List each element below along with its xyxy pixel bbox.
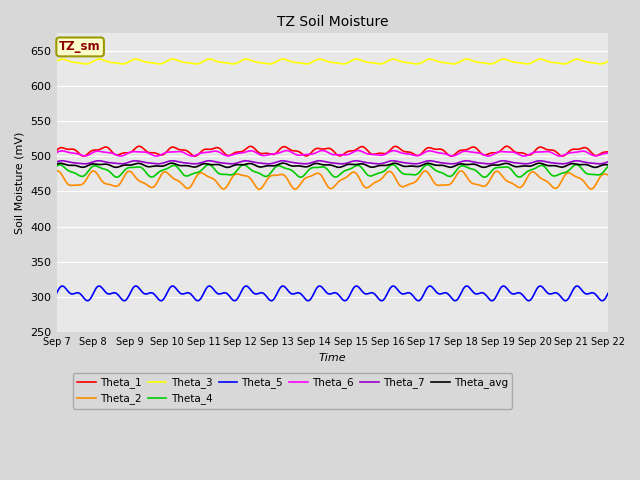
Line: Theta_5: Theta_5 bbox=[56, 286, 608, 301]
Theta_3 bbox=[389, 56, 397, 62]
Line: Theta_7: Theta_7 bbox=[56, 161, 608, 164]
Line: Theta_6: Theta_6 bbox=[56, 151, 608, 156]
Theta_avg bbox=[279, 160, 287, 166]
Theta_7 bbox=[52, 159, 60, 165]
Theta_5 bbox=[401, 291, 408, 297]
Theta_avg bbox=[120, 162, 127, 168]
Theta_6 bbox=[176, 149, 184, 155]
Theta_4 bbox=[175, 167, 183, 172]
Theta_4 bbox=[63, 167, 70, 172]
Theta_2 bbox=[63, 180, 70, 185]
Theta_6 bbox=[63, 149, 70, 155]
Theta_7 bbox=[400, 160, 408, 166]
Theta_2 bbox=[90, 168, 97, 174]
Theta_7 bbox=[604, 159, 612, 165]
Theta_1 bbox=[503, 144, 511, 149]
Theta_2 bbox=[604, 172, 612, 178]
Theta_4 bbox=[604, 164, 612, 169]
Theta_5 bbox=[304, 298, 312, 304]
Theta_avg bbox=[175, 163, 183, 168]
Theta_5 bbox=[63, 287, 70, 292]
Theta_6 bbox=[120, 153, 127, 158]
Theta_4 bbox=[52, 164, 60, 169]
Theta_2 bbox=[120, 174, 128, 180]
Theta_5 bbox=[417, 296, 425, 302]
Theta_3 bbox=[63, 57, 70, 63]
Theta_6 bbox=[401, 151, 408, 156]
Theta_3 bbox=[120, 61, 127, 67]
Line: Theta_avg: Theta_avg bbox=[56, 163, 608, 168]
Theta_7 bbox=[412, 161, 419, 167]
Theta_avg bbox=[591, 165, 599, 170]
Theta_1 bbox=[52, 148, 60, 154]
Theta_2 bbox=[255, 186, 263, 192]
Title: TZ Soil Moisture: TZ Soil Moisture bbox=[276, 15, 388, 29]
Theta_5 bbox=[52, 290, 60, 296]
Theta_3 bbox=[417, 60, 425, 66]
Theta_3 bbox=[604, 58, 612, 64]
Theta_1 bbox=[175, 147, 183, 153]
Theta_3 bbox=[192, 61, 200, 67]
Text: TZ_sm: TZ_sm bbox=[60, 40, 101, 53]
Theta_3 bbox=[205, 56, 213, 62]
Theta_2 bbox=[205, 174, 213, 180]
Theta_avg bbox=[52, 161, 60, 167]
Theta_avg bbox=[416, 163, 424, 169]
Theta_7 bbox=[176, 159, 184, 165]
Theta_6 bbox=[152, 153, 160, 159]
Theta_2 bbox=[417, 172, 425, 178]
Theta_5 bbox=[353, 283, 360, 289]
Theta_2 bbox=[401, 183, 408, 189]
Theta_avg bbox=[604, 162, 612, 168]
Theta_4 bbox=[481, 174, 488, 180]
Theta_avg bbox=[400, 164, 408, 169]
Theta_1 bbox=[63, 146, 70, 152]
Line: Theta_4: Theta_4 bbox=[56, 165, 608, 177]
Theta_6 bbox=[417, 152, 425, 157]
Theta_1 bbox=[120, 150, 127, 156]
Theta_7 bbox=[63, 158, 70, 164]
Theta_4 bbox=[416, 168, 424, 174]
Theta_avg bbox=[63, 162, 70, 168]
Theta_4 bbox=[120, 169, 127, 175]
Theta_6 bbox=[52, 150, 60, 156]
Theta_3 bbox=[175, 58, 183, 64]
Theta_5 bbox=[604, 290, 612, 296]
Theta_7 bbox=[417, 160, 425, 166]
Theta_6 bbox=[319, 148, 326, 154]
Line: Theta_2: Theta_2 bbox=[56, 171, 608, 189]
Theta_1 bbox=[399, 148, 407, 154]
Legend: Theta_1, Theta_2, Theta_3, Theta_4, Theta_5, Theta_6, Theta_7, Theta_avg: Theta_1, Theta_2, Theta_3, Theta_4, Thet… bbox=[73, 373, 512, 408]
Theta_6 bbox=[604, 150, 612, 156]
X-axis label: Time: Time bbox=[319, 352, 346, 362]
Theta_2 bbox=[176, 179, 184, 185]
Theta_5 bbox=[205, 283, 212, 289]
Theta_1 bbox=[559, 153, 566, 159]
Theta_3 bbox=[52, 58, 60, 64]
Theta_1 bbox=[415, 152, 423, 158]
Theta_7 bbox=[132, 158, 140, 164]
Theta_1 bbox=[604, 149, 612, 155]
Theta_5 bbox=[175, 289, 183, 295]
Line: Theta_3: Theta_3 bbox=[56, 59, 608, 64]
Theta_7 bbox=[205, 158, 213, 164]
Y-axis label: Soil Moisture (mV): Soil Moisture (mV) bbox=[15, 132, 25, 234]
Theta_4 bbox=[205, 162, 212, 168]
Theta_4 bbox=[400, 171, 408, 177]
Theta_3 bbox=[401, 60, 408, 65]
Line: Theta_1: Theta_1 bbox=[56, 146, 608, 156]
Theta_5 bbox=[120, 298, 127, 303]
Theta_avg bbox=[205, 161, 212, 167]
Theta_2 bbox=[52, 168, 60, 174]
Theta_6 bbox=[205, 149, 213, 155]
Theta_7 bbox=[120, 161, 127, 167]
Theta_1 bbox=[205, 146, 212, 152]
Theta_4 bbox=[388, 162, 396, 168]
